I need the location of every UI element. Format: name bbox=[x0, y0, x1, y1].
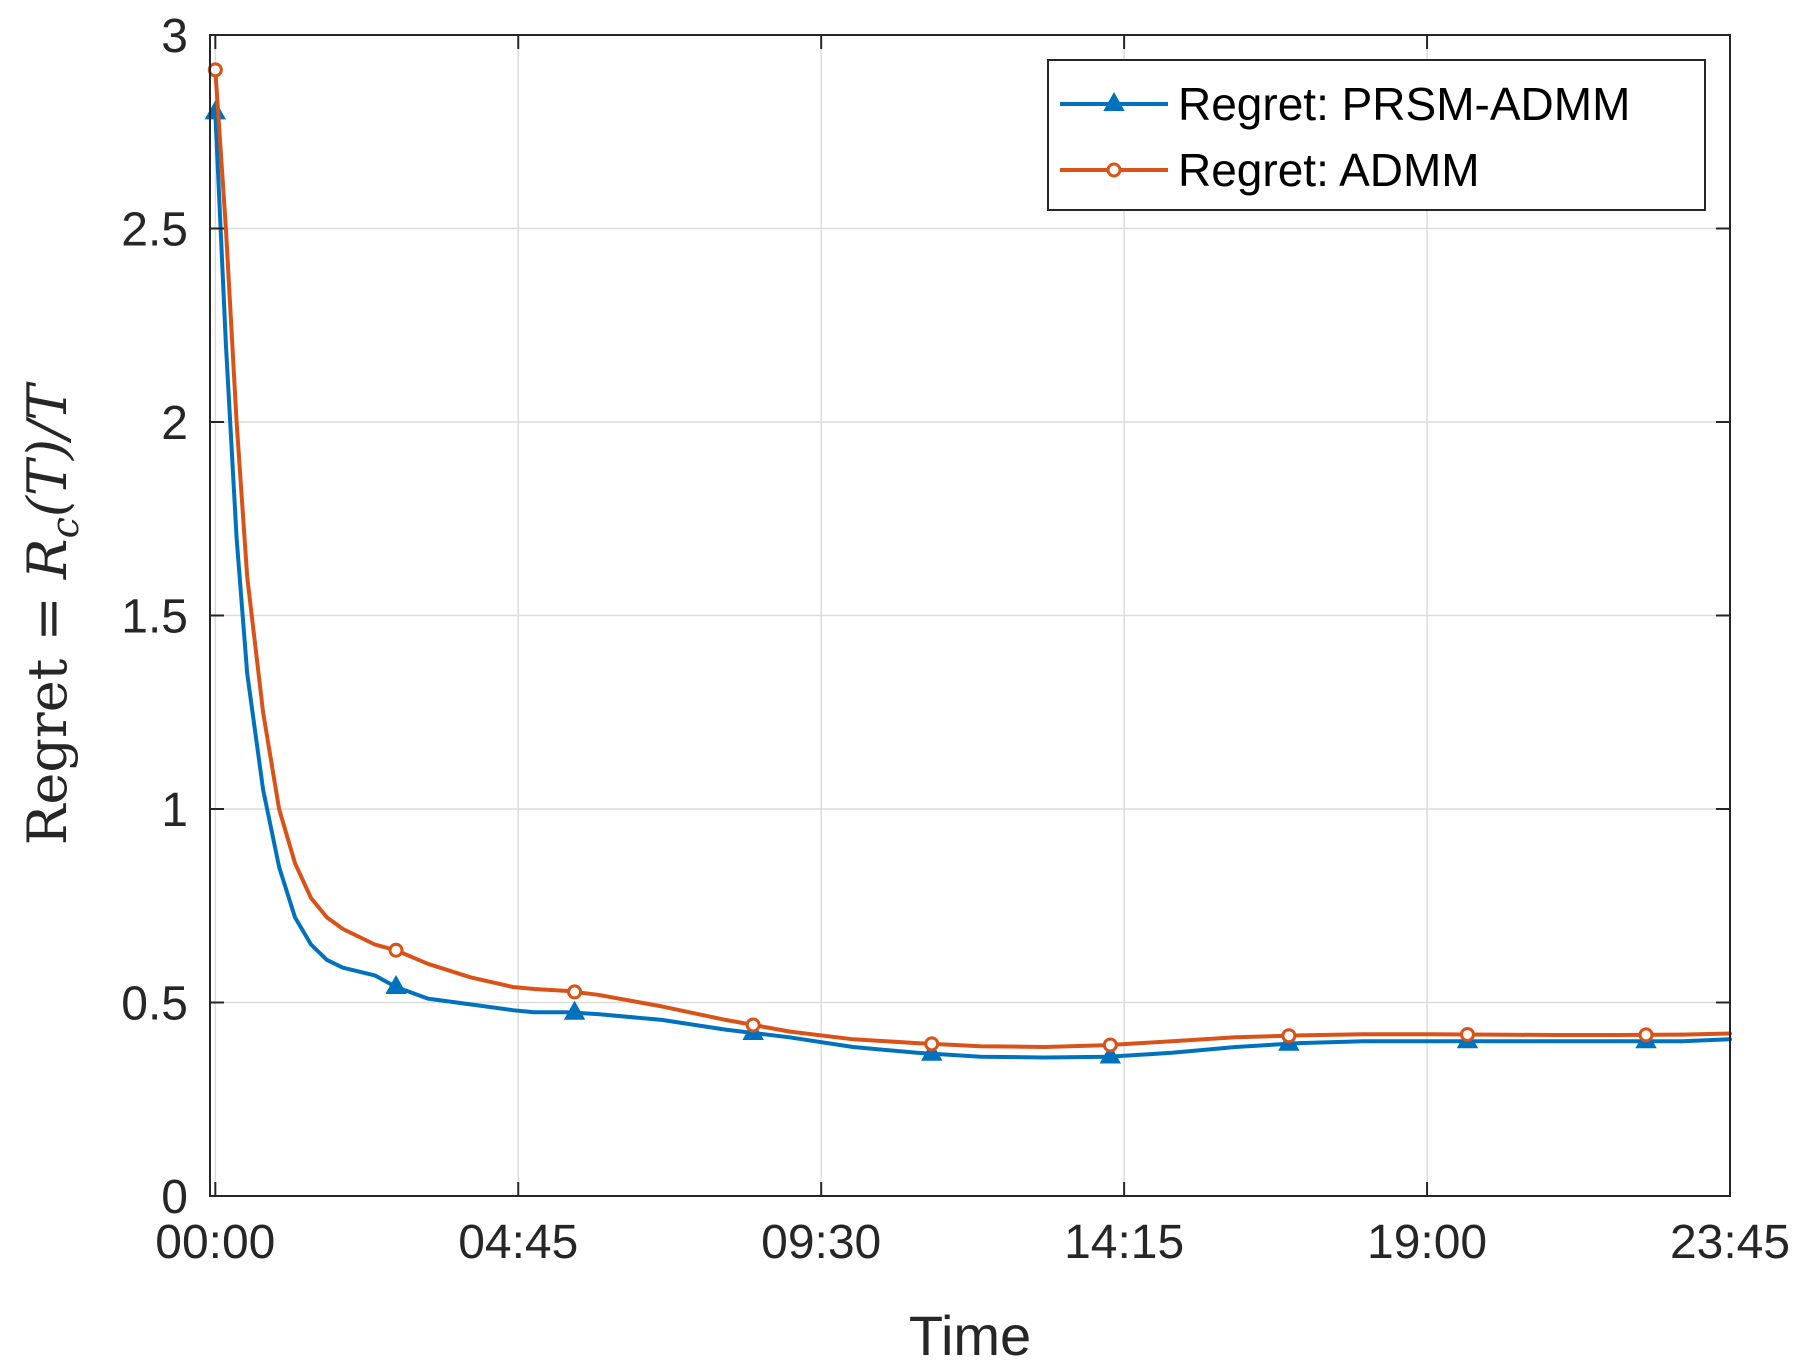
series-marker-circle bbox=[1638, 1027, 1654, 1043]
series-marker-triangle bbox=[921, 1041, 943, 1061]
y-axis-title-subscript: c bbox=[43, 517, 87, 538]
series-marker-circle bbox=[388, 942, 404, 958]
y-axis-title-main: Regret = bbox=[16, 579, 79, 845]
series-line-0 bbox=[213, 110, 1732, 1060]
y-tick-label: 2 bbox=[161, 397, 188, 450]
ticks: 00:00 04:45 09:30 14:15 19:00 23:45 0 0.5 1 1.5 2 2… bbox=[121, 10, 1790, 1269]
y-tick-label: 1.5 bbox=[121, 591, 188, 644]
y-tick-label: 2.5 bbox=[121, 204, 188, 257]
y-axis-title-r: R bbox=[16, 538, 79, 580]
series-layer bbox=[204, 62, 1732, 1064]
x-tick-label: 23:45 bbox=[1670, 1216, 1790, 1269]
legend: Regret: PRSM-ADMM Regret: ADMM bbox=[1047, 59, 1706, 211]
series-marker-circle bbox=[924, 1036, 940, 1052]
series-line-1 bbox=[213, 67, 1732, 1049]
series-marker-circle bbox=[745, 1017, 761, 1033]
y-tick-label: 0.5 bbox=[121, 978, 188, 1031]
legend-label-admm: Regret: ADMM bbox=[1178, 144, 1480, 196]
series-marker-circle bbox=[207, 62, 223, 78]
legend-box bbox=[1047, 59, 1706, 211]
y-tick-label: 3 bbox=[161, 10, 188, 63]
y-axis-title-tail: (T)/T bbox=[16, 381, 79, 517]
series-marker-triangle bbox=[385, 974, 407, 995]
x-tick-label: 19:00 bbox=[1367, 1216, 1487, 1269]
series-marker-circle bbox=[567, 984, 583, 1000]
series-marker-circle bbox=[1281, 1028, 1297, 1044]
legend-marker-prsm bbox=[1103, 91, 1125, 111]
legend-label-prsm: Regret: PRSM-ADMM bbox=[1178, 78, 1630, 130]
y-tick-label: 1 bbox=[161, 784, 188, 837]
legend-marker-admm bbox=[1106, 162, 1122, 178]
x-tick-label: 04:45 bbox=[458, 1216, 578, 1269]
x-tick-label: 09:30 bbox=[761, 1216, 881, 1269]
y-tick-label: 0 bbox=[161, 1171, 188, 1224]
series-marker-circle bbox=[1102, 1037, 1118, 1053]
x-tick-label: 14:15 bbox=[1064, 1216, 1184, 1269]
x-tick-label: 00:00 bbox=[155, 1216, 275, 1269]
x-axis-title: Time bbox=[909, 1304, 1031, 1367]
y-axis-title: Regret = Rc(T)/T bbox=[16, 381, 87, 846]
series-marker-triangle bbox=[1099, 1044, 1122, 1064]
series-marker-triangle bbox=[563, 1000, 586, 1020]
series-marker-circle bbox=[1459, 1026, 1475, 1042]
